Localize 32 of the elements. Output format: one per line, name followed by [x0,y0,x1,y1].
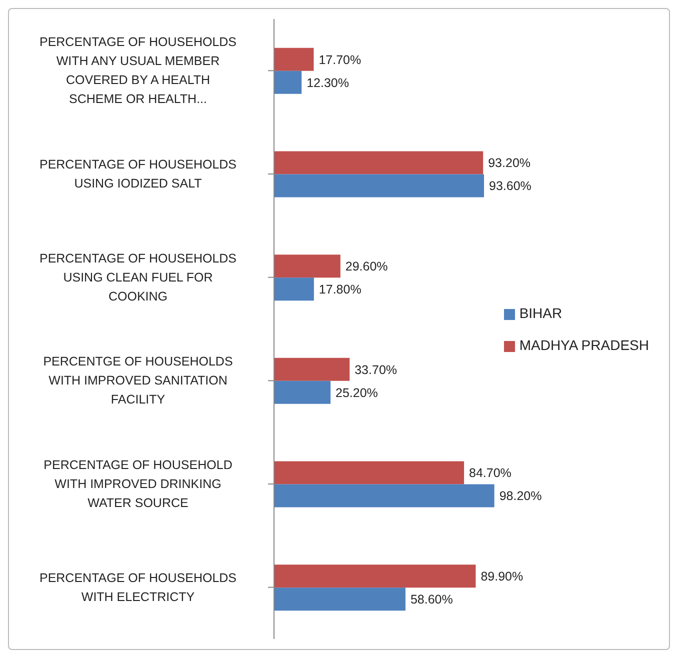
bar [274,461,464,484]
data-label: 33.70% [354,362,398,377]
y-tick-label: PERCENTAGE OF HOUSEHOLDS USING IODIZED SALT [39,158,237,190]
data-label: 17.80% [318,282,362,297]
y-tick-label: PERCENTAGE OF HOUSEHOLD WITH IMPROVED DRINKING WATER SOURCE [44,458,232,510]
y-tick-label: PERCENTAGE OF HOUSEHOLDS USING CLEAN FUEL FOR COOKING [39,251,237,304]
data-label: 98.20% [499,489,542,504]
legend-label: MADHYA PRADESH [519,337,649,353]
y-tick-label: PERCENTAGE OF HOUSEHOLDS WITH ANY USUAL MEMBER COVERED BY A HEALTH SCHEME OR HEALTH... [39,35,237,106]
y-tick-label: PERCENTGE OF HOUSEHOLDS WITH IMPROVED SANITATION FACILITY [43,354,233,407]
legend-label: BIHAR [519,305,562,321]
bar [274,254,340,278]
bar [274,70,302,94]
data-label: 12.30% [306,76,350,90]
data-label: 93.60% [489,179,532,194]
data-label: 25.20% [336,386,378,400]
bar [274,151,484,174]
data-label: 84.70% [469,466,512,480]
data-label: 29.60% [345,260,388,274]
bar [274,564,476,588]
data-label: 89.90% [480,570,524,584]
bar [274,174,484,198]
data-label: 58.60% [410,592,453,607]
data-label: 17.70% [318,52,362,67]
y-tick-label: PERCENTAGE OF HOUSEHOLDS WITH ELECTRICTY [39,570,237,604]
bar [274,48,314,71]
bar [274,380,331,404]
bar [274,588,406,611]
data-label: 93.20% [488,156,531,170]
bar [274,278,314,301]
bar [274,484,494,508]
bar [274,358,350,381]
